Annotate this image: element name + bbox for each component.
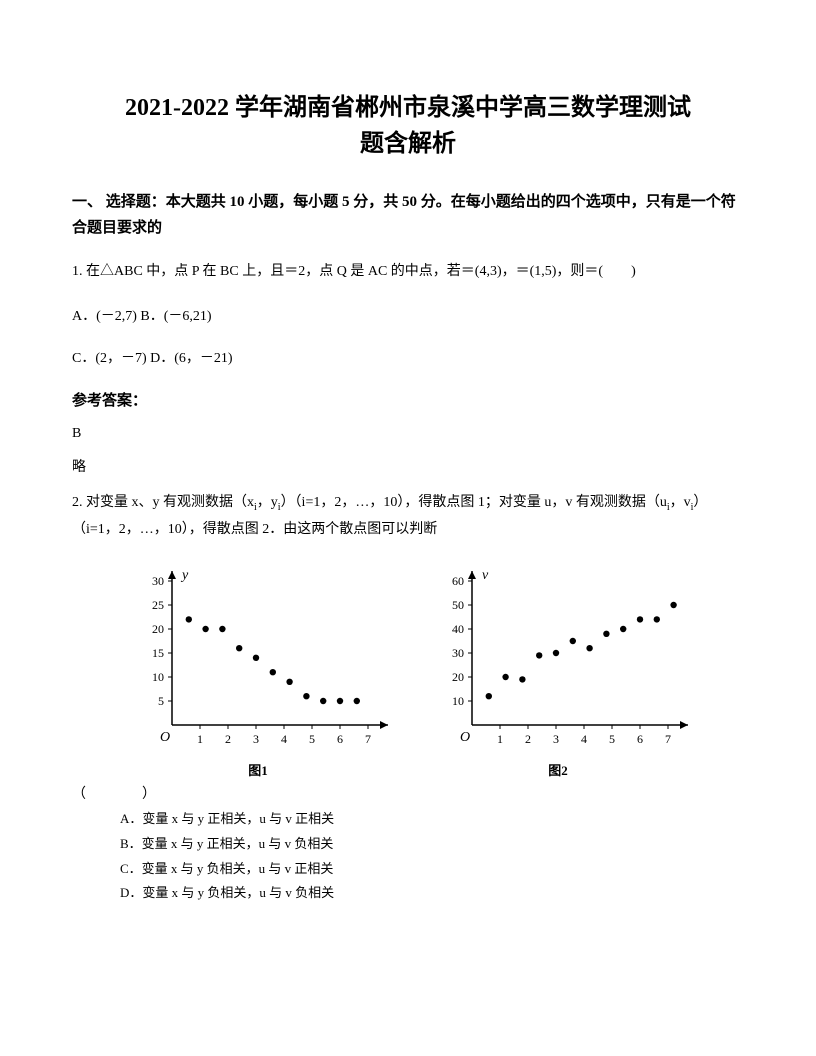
svg-text:1: 1 [497, 732, 503, 746]
q1-answer-note: 略 [72, 456, 744, 476]
svg-text:4: 4 [581, 732, 587, 746]
svg-text:15: 15 [152, 646, 164, 660]
svg-text:20: 20 [452, 670, 464, 684]
svg-text:3: 3 [253, 732, 259, 746]
svg-text:2: 2 [225, 732, 231, 746]
q2-choice-d: D．变量 x 与 y 负相关，u 与 v 负相关 [120, 881, 744, 906]
q1-answer-value: B [72, 426, 744, 442]
svg-text:5: 5 [609, 732, 615, 746]
chart1-caption: 图1 [128, 760, 388, 779]
q2-choice-b: B．变量 x 与 y 正相关，u 与 v 负相关 [120, 832, 744, 857]
svg-text:5: 5 [309, 732, 315, 746]
svg-text:O: O [460, 730, 470, 745]
title-line1: 2021-2022 学年湖南省郴州市泉溪中学高三数学理测试 [125, 95, 691, 121]
q2-text-mid2: ）（i=1，2，…，10），得散点图 1；对变量 u，v 有观测数据（u [281, 495, 667, 510]
q2-paren: （ ） [72, 783, 744, 803]
svg-text:30: 30 [452, 646, 464, 660]
svg-text:6: 6 [637, 732, 643, 746]
q1-options-line1: A．(－2,7) B．(－6,21) [72, 304, 744, 331]
svg-text:10: 10 [152, 670, 164, 684]
q1-answer-label: 参考答案： [72, 389, 744, 410]
svg-text:7: 7 [365, 732, 371, 746]
q2-choice-c: C．变量 x 与 y 负相关，u 与 v 正相关 [120, 857, 744, 882]
chart2-block: 1020304050601234567Ovu 图2 [428, 561, 688, 779]
svg-text:5: 5 [158, 694, 164, 708]
q2-text-prefix: 2. 对变量 x、y 有观测数据（x [72, 495, 254, 510]
q1-options-line2: C．(2，－7) D．(6，－21) [72, 346, 744, 373]
chart1-svg: 510152025301234567Oyx [128, 561, 388, 751]
chart2-caption: 图2 [428, 760, 688, 779]
svg-text:6: 6 [337, 732, 343, 746]
svg-text:7: 7 [665, 732, 671, 746]
q1-text: 1. 在△ABC 中，点 P 在 BC 上，且＝2，点 Q 是 AC 的中点，若… [72, 259, 744, 286]
chart1-block: 510152025301234567Oyx 图1 [128, 561, 388, 779]
svg-text:10: 10 [452, 694, 464, 708]
q2-text-mid1: ，y [257, 495, 278, 510]
svg-text:1: 1 [197, 732, 203, 746]
q2-choices: A．变量 x 与 y 正相关，u 与 v 正相关 B．变量 x 与 y 正相关，… [120, 807, 744, 906]
svg-text:50: 50 [452, 598, 464, 612]
svg-text:2: 2 [525, 732, 531, 746]
svg-text:60: 60 [452, 574, 464, 588]
svg-text:25: 25 [152, 598, 164, 612]
q2-text: 2. 对变量 x、y 有观测数据（xi，yi）（i=1，2，…，10），得散点图… [72, 490, 744, 543]
title-line2: 题含解析 [360, 131, 456, 157]
q2-choice-a: A．变量 x 与 y 正相关，u 与 v 正相关 [120, 807, 744, 832]
page-title: 2021-2022 学年湖南省郴州市泉溪中学高三数学理测试 题含解析 [72, 90, 744, 162]
svg-text:4: 4 [281, 732, 287, 746]
svg-text:y: y [180, 568, 189, 583]
svg-text:30: 30 [152, 574, 164, 588]
svg-text:v: v [482, 568, 489, 583]
svg-text:40: 40 [452, 622, 464, 636]
svg-text:O: O [160, 730, 170, 745]
q2-text-mid3: ，v [670, 495, 691, 510]
svg-text:20: 20 [152, 622, 164, 636]
chart2-svg: 1020304050601234567Ovu [428, 561, 688, 751]
charts-row: 510152025301234567Oyx 图1 102030405060123… [72, 561, 744, 779]
svg-text:3: 3 [553, 732, 559, 746]
section-header: 一、 选择题：本大题共 10 小题，每小题 5 分，共 50 分。在每小题给出的… [72, 190, 744, 241]
